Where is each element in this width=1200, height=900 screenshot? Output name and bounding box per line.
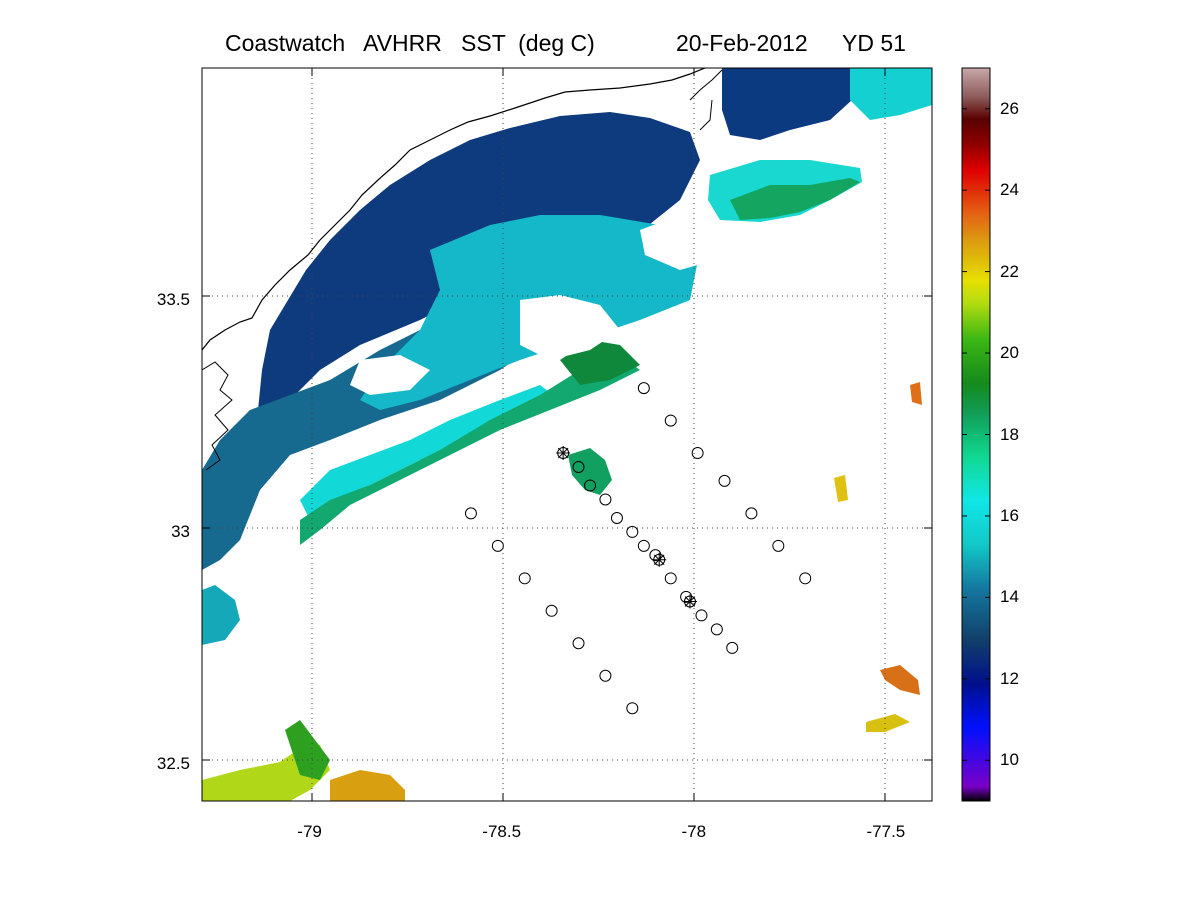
station-star-marker — [556, 446, 571, 461]
station-marker — [664, 572, 677, 585]
sst-patch-orange-east — [880, 665, 920, 695]
colorbar-tick-label: 12 — [1000, 668, 1019, 688]
colorbar-tick-label: 16 — [1000, 505, 1019, 525]
sst-patch-yellow-east — [834, 475, 848, 502]
map-frame — [201, 67, 933, 802]
cloud-gap-3 — [640, 215, 720, 270]
map-yearday: YD 51 — [842, 30, 906, 56]
station-marker — [572, 460, 585, 473]
station-marker — [599, 669, 612, 682]
station-marker — [610, 512, 623, 525]
colorbar-tick-label: 20 — [1000, 343, 1019, 363]
station-marker — [772, 539, 785, 552]
station-marker — [745, 507, 758, 520]
station-marker — [680, 590, 693, 603]
map-tickmarks — [202, 68, 932, 801]
x-tick-label: -77.5 — [866, 822, 906, 841]
station-marker — [691, 447, 704, 460]
y-tick-label: 32.5 — [156, 753, 190, 773]
station-marker — [799, 572, 812, 585]
map-gridlines — [202, 68, 932, 801]
station-marker — [695, 609, 708, 622]
colorbar-tick-label: 22 — [1000, 261, 1019, 281]
station-marker — [637, 382, 650, 395]
colorbar-tick-label: 24 — [1000, 180, 1019, 200]
station-marker — [584, 479, 597, 492]
cloud-gap-2 — [350, 355, 430, 395]
sst-patch-cyan-northeast — [850, 68, 932, 120]
station-marker — [664, 414, 677, 427]
station-marker — [491, 539, 504, 552]
colorbar-tick-label: 14 — [1000, 587, 1019, 607]
map-date: 20-Feb-2012 — [676, 30, 808, 56]
coastline — [202, 68, 706, 351]
colorbar-tick-label: 18 — [1000, 424, 1019, 444]
station-star-marker — [652, 552, 667, 567]
sst-patch-yellow-southeast — [866, 714, 910, 732]
x-tick-label: -78 — [681, 822, 707, 841]
station-marker — [545, 604, 558, 617]
sst-patch-green-eddy — [730, 178, 860, 220]
sst-patch-orange-south — [330, 770, 405, 801]
sst-patch-green-south — [285, 720, 330, 780]
station-marker — [599, 493, 612, 506]
station-marker — [626, 525, 639, 538]
station-marker — [518, 572, 531, 585]
station-marker — [718, 474, 731, 487]
sst-patch-green-band — [300, 355, 640, 545]
x-tick-label: -78.5 — [482, 822, 522, 841]
sst-patch-cold-northeast — [722, 68, 852, 140]
cloud-gap-1 — [520, 295, 620, 360]
station-marker — [726, 641, 739, 654]
sst-patch-green-station — [568, 448, 612, 495]
station-marker — [464, 507, 477, 520]
sst-patch-teal-westcorner — [202, 585, 240, 645]
station-marker — [572, 637, 585, 650]
coastline-inlets — [202, 69, 723, 471]
map-title: Coastwatch AVHRR SST (deg C) — [225, 30, 595, 56]
station-marker — [626, 702, 639, 715]
colorbar-tick-label: 10 — [1000, 750, 1019, 770]
y-tick-label: 33 — [171, 521, 190, 541]
station-marker — [649, 549, 662, 562]
colorbar-ticks — [962, 108, 990, 761]
y-tick-label: 33.5 — [156, 289, 190, 309]
station-marker — [637, 539, 650, 552]
colorbar-tick-label: 26 — [1000, 98, 1019, 118]
station-markers — [464, 382, 812, 715]
station-marker — [710, 623, 723, 636]
x-tick-label: -79 — [297, 822, 322, 841]
station-star-marker — [682, 594, 697, 609]
sst-field — [202, 68, 932, 801]
sst-patch-orange-eastedge — [910, 382, 922, 405]
